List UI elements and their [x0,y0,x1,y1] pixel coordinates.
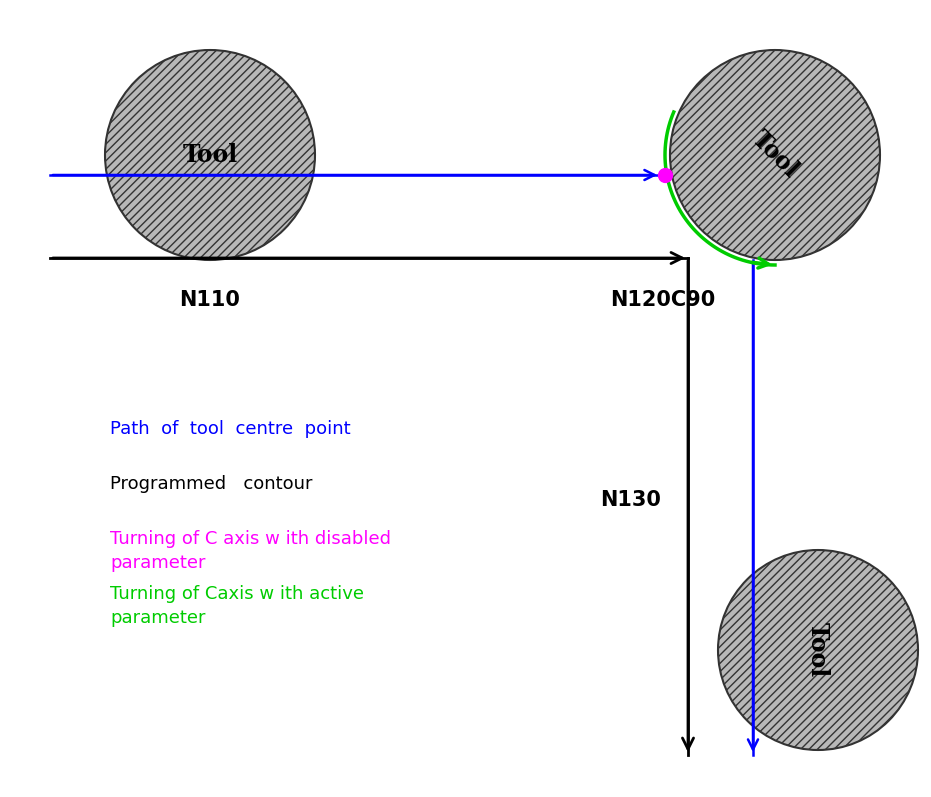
Text: Tool: Tool [182,143,237,167]
Text: Tool: Tool [806,622,830,677]
Text: N110: N110 [180,290,240,310]
Text: N120C90: N120C90 [610,290,715,310]
Circle shape [718,550,918,750]
Text: Programmed   contour: Programmed contour [110,475,313,493]
Text: Path  of  tool  centre  point: Path of tool centre point [110,420,351,438]
Text: Turning of C axis w ith disabled
parameter: Turning of C axis w ith disabled paramet… [110,530,391,571]
Circle shape [105,50,315,260]
Text: Turning of Caxis w ith active
parameter: Turning of Caxis w ith active parameter [110,585,364,626]
Text: N130: N130 [600,490,661,510]
Text: Tool: Tool [747,127,803,183]
Circle shape [670,50,880,260]
